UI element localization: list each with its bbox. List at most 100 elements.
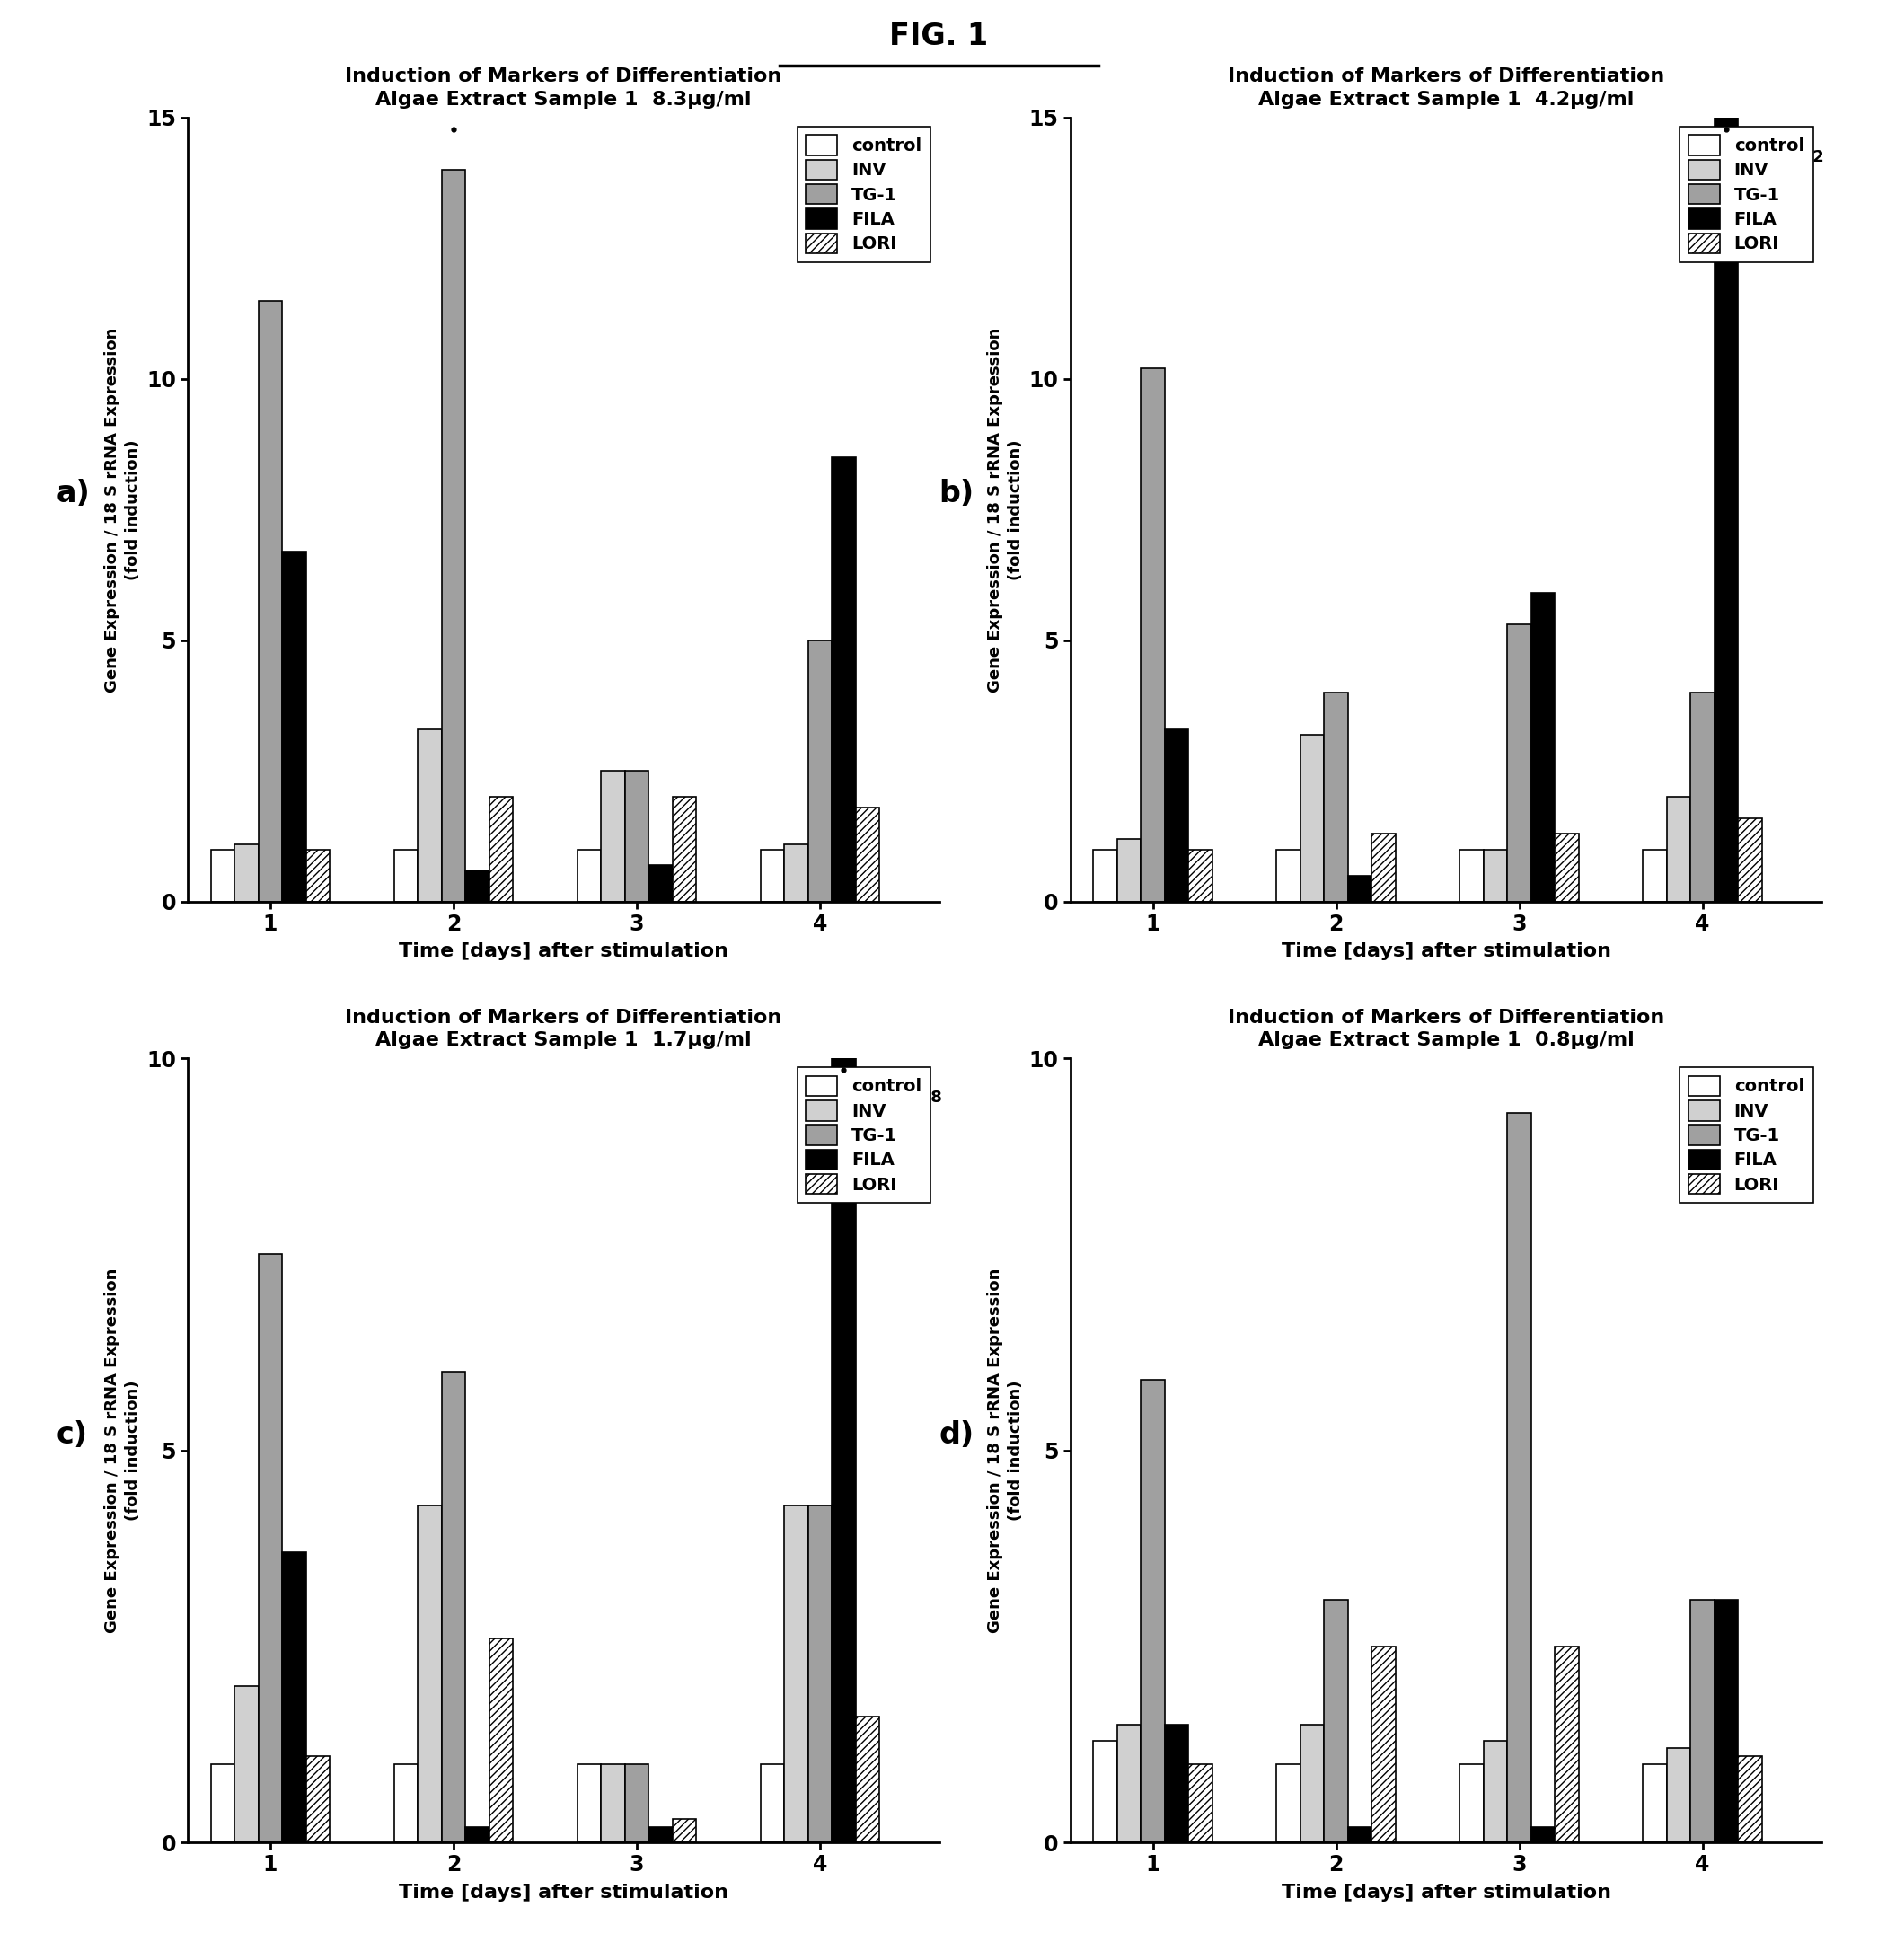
Bar bbox=[1348, 1827, 1371, 1842]
Bar bbox=[625, 770, 648, 902]
Text: a): a) bbox=[56, 478, 90, 510]
Legend: control, INV, TG-1, FILA, LORI: control, INV, TG-1, FILA, LORI bbox=[798, 125, 930, 263]
Bar bbox=[394, 849, 417, 902]
Bar bbox=[1531, 594, 1555, 902]
Bar bbox=[1739, 1756, 1762, 1842]
Bar bbox=[601, 770, 625, 902]
Bar bbox=[235, 1686, 259, 1842]
Bar bbox=[808, 1505, 832, 1842]
Bar bbox=[785, 845, 808, 902]
Bar bbox=[1277, 1764, 1300, 1842]
Y-axis label: Gene Expression / 18 S rRNA Expression
(fold induction): Gene Expression / 18 S rRNA Expression (… bbox=[986, 1268, 1024, 1633]
Bar bbox=[1484, 849, 1508, 902]
Bar bbox=[1643, 849, 1668, 902]
Bar bbox=[1555, 833, 1579, 902]
Bar bbox=[601, 1764, 625, 1842]
Bar bbox=[1117, 1725, 1142, 1842]
Bar bbox=[282, 1552, 306, 1842]
Bar bbox=[1715, 118, 1739, 902]
Title: Induction of Markers of Differentiation
Algae Extract Sample 1  1.7μg/ml: Induction of Markers of Differentiation … bbox=[346, 1009, 781, 1049]
Bar bbox=[1508, 625, 1531, 902]
Y-axis label: Gene Expression / 18 S rRNA Expression
(fold induction): Gene Expression / 18 S rRNA Expression (… bbox=[103, 1268, 141, 1633]
Bar bbox=[259, 1254, 282, 1842]
Bar bbox=[832, 457, 856, 902]
Bar bbox=[808, 641, 832, 902]
Bar bbox=[1459, 1764, 1484, 1842]
Legend: control, INV, TG-1, FILA, LORI: control, INV, TG-1, FILA, LORI bbox=[1681, 125, 1812, 263]
Bar bbox=[1690, 1599, 1715, 1842]
Bar bbox=[577, 849, 601, 902]
X-axis label: Time [days] after stimulation: Time [days] after stimulation bbox=[398, 1884, 729, 1901]
Bar bbox=[1555, 1646, 1579, 1842]
X-axis label: Time [days] after stimulation: Time [days] after stimulation bbox=[398, 943, 729, 960]
Text: b): b) bbox=[939, 478, 975, 510]
Bar bbox=[1690, 692, 1715, 902]
Bar bbox=[306, 849, 331, 902]
X-axis label: Time [days] after stimulation: Time [days] after stimulation bbox=[1281, 943, 1611, 960]
Bar bbox=[466, 870, 488, 902]
Bar bbox=[785, 1505, 808, 1842]
Bar bbox=[1093, 849, 1117, 902]
Bar bbox=[1643, 1764, 1668, 1842]
Bar bbox=[1300, 735, 1324, 902]
Bar bbox=[1348, 876, 1371, 902]
Bar bbox=[761, 1764, 785, 1842]
Bar bbox=[1277, 849, 1300, 902]
Bar bbox=[1371, 833, 1395, 902]
Bar bbox=[1668, 798, 1690, 902]
Bar bbox=[259, 300, 282, 902]
Bar bbox=[672, 1819, 697, 1842]
Bar bbox=[1117, 839, 1142, 902]
Bar bbox=[761, 849, 785, 902]
Bar bbox=[1531, 1827, 1555, 1842]
Bar bbox=[856, 808, 879, 902]
Bar bbox=[235, 845, 259, 902]
Y-axis label: Gene Expression / 18 S rRNA Expression
(fold induction): Gene Expression / 18 S rRNA Expression (… bbox=[103, 327, 141, 692]
Bar bbox=[1484, 1740, 1508, 1842]
Bar bbox=[417, 1505, 441, 1842]
Bar bbox=[1300, 1725, 1324, 1842]
Title: Induction of Markers of Differentiation
Algae Extract Sample 1  0.8μg/ml: Induction of Markers of Differentiation … bbox=[1228, 1009, 1664, 1049]
Y-axis label: Gene Expression / 18 S rRNA Expression
(fold induction): Gene Expression / 18 S rRNA Expression (… bbox=[986, 327, 1024, 692]
Bar bbox=[466, 1827, 488, 1842]
Bar bbox=[856, 1717, 879, 1842]
Bar bbox=[832, 1058, 856, 1842]
Bar bbox=[441, 171, 466, 902]
Title: Induction of Markers of Differentiation
Algae Extract Sample 1  4.2μg/ml: Induction of Markers of Differentiation … bbox=[1228, 69, 1664, 108]
Text: c): c) bbox=[56, 1419, 88, 1450]
Text: d): d) bbox=[939, 1419, 975, 1450]
Bar bbox=[625, 1764, 648, 1842]
Bar bbox=[1164, 1725, 1189, 1842]
Bar bbox=[394, 1764, 417, 1842]
Bar bbox=[1142, 368, 1164, 902]
Bar bbox=[1189, 1764, 1213, 1842]
Bar bbox=[1324, 1599, 1348, 1842]
Text: FILA 16.8: FILA 16.8 bbox=[856, 1090, 941, 1105]
Bar bbox=[1324, 692, 1348, 902]
Bar bbox=[1093, 1740, 1117, 1842]
Bar bbox=[488, 1639, 513, 1842]
Text: FILA 16.2: FILA 16.2 bbox=[1739, 149, 1824, 165]
Bar bbox=[282, 551, 306, 902]
Bar bbox=[1371, 1646, 1395, 1842]
Bar bbox=[1668, 1748, 1690, 1842]
Bar bbox=[1164, 729, 1189, 902]
Legend: control, INV, TG-1, FILA, LORI: control, INV, TG-1, FILA, LORI bbox=[798, 1066, 930, 1203]
Bar bbox=[488, 798, 513, 902]
Bar bbox=[210, 1764, 235, 1842]
Bar bbox=[648, 864, 672, 902]
Text: FIG. 1: FIG. 1 bbox=[890, 22, 988, 51]
Bar bbox=[306, 1756, 331, 1842]
Bar bbox=[1715, 1599, 1739, 1842]
Legend: control, INV, TG-1, FILA, LORI: control, INV, TG-1, FILA, LORI bbox=[1681, 1066, 1812, 1203]
Bar bbox=[1459, 849, 1484, 902]
Bar bbox=[577, 1764, 601, 1842]
Bar bbox=[417, 729, 441, 902]
Bar bbox=[1508, 1113, 1531, 1842]
Bar bbox=[1189, 849, 1213, 902]
Bar bbox=[1142, 1380, 1164, 1842]
Title: Induction of Markers of Differentiation
Algae Extract Sample 1  8.3μg/ml: Induction of Markers of Differentiation … bbox=[346, 69, 781, 108]
Bar bbox=[441, 1372, 466, 1842]
Bar bbox=[1739, 817, 1762, 902]
Bar bbox=[672, 798, 697, 902]
